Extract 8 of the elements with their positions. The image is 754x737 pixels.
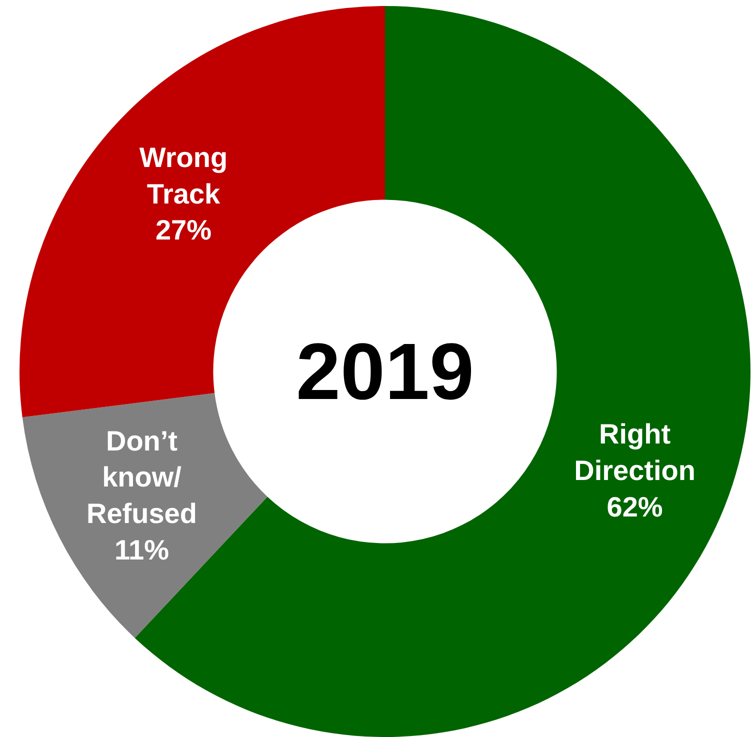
data-label: 11% xyxy=(114,534,170,566)
text: 2019 xyxy=(296,327,474,416)
data-label: 62% xyxy=(606,491,663,522)
donut-slice xyxy=(22,393,268,638)
data-label: 27% xyxy=(155,214,212,246)
slice-label: Don’t know/Refused xyxy=(86,425,197,530)
slice-label: Wrong Track xyxy=(139,142,228,210)
slice-label: Right Direction xyxy=(574,418,696,486)
